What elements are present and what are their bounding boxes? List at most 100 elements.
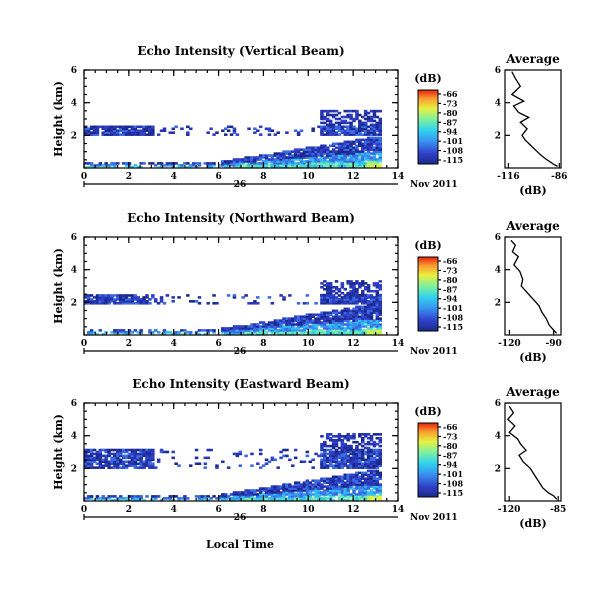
echo-cell <box>375 329 380 332</box>
echo-cell <box>302 166 307 169</box>
echo-cell <box>346 438 350 442</box>
echo-cell <box>328 131 333 134</box>
heatmap-panel-1: Echo Intensity (Vertical Beam)0 2 4 6 8 10 12 1… <box>52 44 463 190</box>
echo-cell <box>282 152 286 155</box>
echo-cell <box>107 495 111 498</box>
colorbar-tick-label: -94 <box>443 460 458 470</box>
echo-cell <box>235 499 240 502</box>
echo-cell <box>305 489 310 492</box>
echo-cell <box>285 319 289 322</box>
echo-cell <box>346 160 350 163</box>
echo-cell <box>334 286 339 289</box>
echo-cell <box>314 146 318 149</box>
echo-cell <box>133 127 138 131</box>
echo-cell <box>355 499 359 502</box>
average-frame <box>504 69 562 169</box>
echo-cell <box>369 477 374 481</box>
echo-cell <box>244 333 248 336</box>
echo-cell <box>299 495 304 498</box>
echo-cell <box>375 442 380 446</box>
echo-cell <box>293 162 298 165</box>
echo-cell <box>320 446 324 450</box>
echo-cell <box>273 164 278 167</box>
echo-cell <box>86 466 91 469</box>
echo-cell <box>375 327 380 330</box>
echo-cell <box>113 162 117 165</box>
echo-cell <box>95 462 100 466</box>
echo-cell <box>349 446 353 450</box>
echo-cell <box>293 319 298 322</box>
echo-cell <box>221 331 225 334</box>
echo-cell <box>276 487 280 490</box>
echo-cell <box>369 125 374 129</box>
echo-cell <box>369 289 374 293</box>
echo-cell <box>264 325 269 328</box>
echo-cell <box>159 162 164 165</box>
echo-cell <box>360 464 365 467</box>
echo-cell <box>372 479 377 482</box>
echo-cell <box>142 460 146 464</box>
echo-cell <box>346 327 350 330</box>
echo-cell <box>226 327 231 330</box>
echo-cell <box>334 156 339 159</box>
echo-cell <box>331 154 336 157</box>
echo-cell <box>121 333 126 336</box>
echo-cell <box>296 495 301 498</box>
echo-cell <box>360 166 365 169</box>
echo-cell <box>270 333 275 336</box>
echo-cell <box>305 317 310 320</box>
echo-cell <box>375 160 380 163</box>
echo-cell <box>328 302 333 305</box>
echo-cell <box>346 148 350 151</box>
echo-cell <box>334 113 339 117</box>
echo-cell <box>349 164 353 167</box>
x-tick-label: 0 <box>81 339 87 349</box>
echo-cell <box>358 129 362 133</box>
echo-cell <box>355 444 359 448</box>
echo-cell <box>323 150 327 153</box>
echo-cell <box>372 450 377 454</box>
echo-cell <box>340 446 345 450</box>
echo-cell <box>340 495 345 498</box>
echo-cell <box>145 452 149 456</box>
echo-cell <box>343 146 348 149</box>
echo-cell <box>244 454 248 458</box>
echo-cell <box>110 127 114 131</box>
echo-cell <box>346 333 350 336</box>
echo-cell <box>355 302 359 305</box>
echo-cell <box>346 497 350 500</box>
echo-cell <box>276 329 280 332</box>
echo-cell <box>151 127 155 131</box>
echo-cell <box>206 499 210 502</box>
echo-cell <box>343 487 348 490</box>
echo-cell <box>162 302 167 305</box>
echo-cell <box>363 154 368 157</box>
echo-cell <box>366 491 371 494</box>
echo-cell <box>308 315 313 318</box>
echo-cell <box>323 442 327 446</box>
echo-cell <box>113 495 117 498</box>
echo-cell <box>355 158 359 161</box>
echo-cell <box>118 497 123 500</box>
echo-cell <box>320 154 324 157</box>
echo-cell <box>355 115 359 119</box>
echo-cell <box>360 333 365 336</box>
echo-cell <box>331 456 336 460</box>
echo-cell <box>121 296 126 299</box>
echo-cell <box>258 489 263 492</box>
echo-cell <box>340 440 345 444</box>
echo-cell <box>352 152 356 155</box>
echo-cell <box>142 127 146 131</box>
echo-cell <box>378 156 383 159</box>
echo-cell <box>375 140 380 144</box>
echo-cell <box>326 321 330 324</box>
echo-cell <box>378 158 383 161</box>
echo-cell <box>95 298 100 301</box>
echo-cell <box>121 454 126 458</box>
echo-cell <box>145 464 149 467</box>
echo-cell <box>291 154 295 157</box>
echo-cell <box>331 499 336 502</box>
echo-cell <box>226 294 231 297</box>
echo-cell <box>375 460 380 464</box>
